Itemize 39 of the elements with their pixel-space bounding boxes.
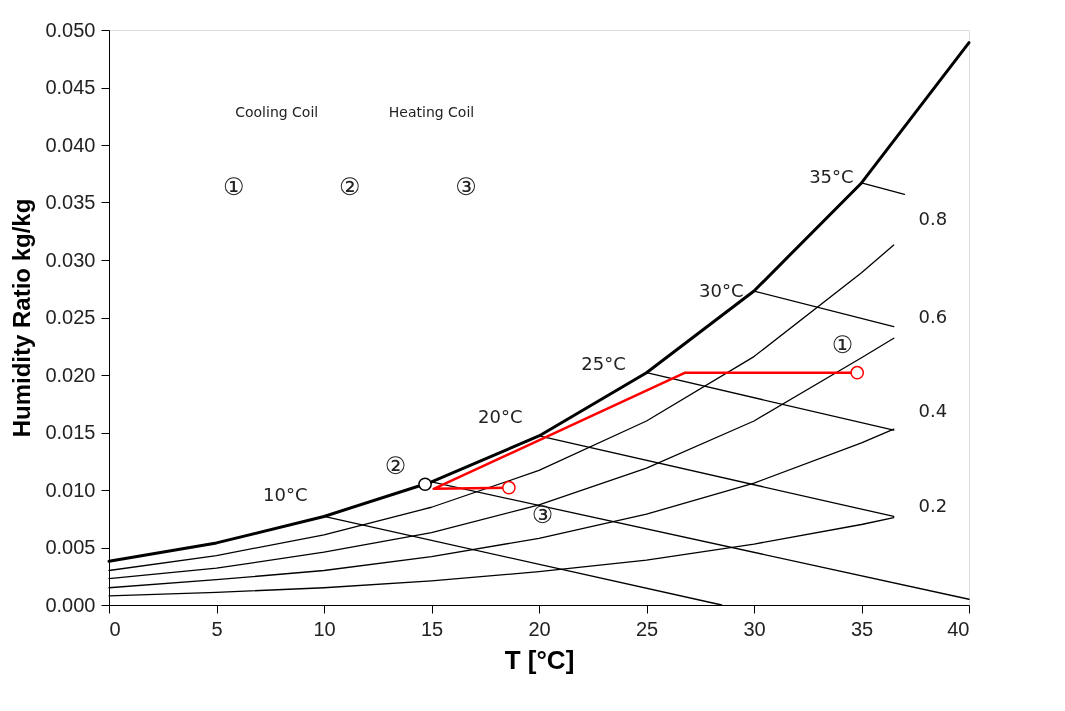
- y-tick-label: 0.020: [45, 363, 96, 386]
- x-tick-label: 10: [313, 617, 336, 640]
- annotation: ③: [531, 500, 554, 529]
- annotation: 25°C: [581, 352, 626, 374]
- y-tick-label: 0.035: [45, 191, 96, 213]
- x-tick-label: 0: [109, 617, 121, 640]
- annotation: Cooling Coil: [235, 104, 319, 121]
- annotation: Heating Coil: [388, 104, 475, 121]
- x-tick-label: 30: [743, 617, 766, 640]
- annotation: 35°C: [809, 166, 854, 188]
- x-tick-label: 35: [850, 617, 874, 640]
- x-axis-title: T [°C]: [504, 644, 575, 675]
- y-axis-title: Humidity Ratio kg/kg: [8, 198, 36, 438]
- y-tick-label: 0.030: [45, 248, 96, 271]
- annotation: ②: [339, 173, 361, 202]
- annotation: 10°C: [263, 483, 308, 505]
- x-tick-label: 5: [211, 617, 223, 640]
- annotation: ①: [831, 331, 854, 360]
- y-tick-label: 0.000: [45, 593, 96, 616]
- annotation: 0.6: [918, 305, 948, 327]
- y-tick-label: 0.045: [45, 76, 96, 98]
- y-tick-label: 0.010: [45, 478, 96, 501]
- annotation: ③: [455, 173, 477, 202]
- x-tick-label: 25: [635, 617, 659, 640]
- x-tick-label: 15: [420, 617, 444, 640]
- y-tick-label: 0.015: [45, 421, 96, 443]
- y-tick-label: 0.040: [45, 133, 96, 156]
- annotation: 0.2: [918, 495, 948, 517]
- annotation: 30°C: [699, 279, 744, 301]
- annotation: 0.8: [918, 207, 948, 229]
- y-tick-label: 0.005: [45, 536, 96, 558]
- annotation: 0.4: [918, 400, 948, 422]
- y-tick-label: 0.025: [45, 306, 96, 328]
- annotation: ②: [384, 452, 407, 480]
- annotation: 20°C: [478, 406, 523, 428]
- x-tick-label: 40: [947, 617, 970, 640]
- x-tick-label: 20: [528, 617, 551, 640]
- y-tick-label: 0.050: [45, 18, 96, 41]
- annotation: ①: [222, 173, 245, 202]
